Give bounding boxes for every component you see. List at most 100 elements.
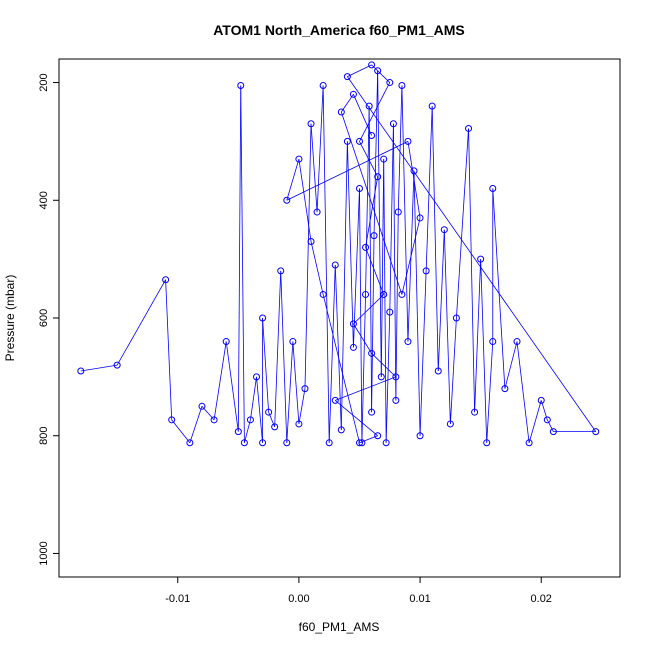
y-tick-label: 400	[38, 191, 50, 209]
series-line-segment	[335, 376, 396, 401]
data-point	[428, 102, 436, 110]
series-line-segment	[335, 400, 378, 437]
series-line-segment	[371, 353, 397, 378]
series-line-segment	[286, 341, 294, 443]
x-tick-label: -0.01	[165, 593, 190, 605]
series-line-segment	[274, 270, 282, 427]
series-line-segment	[393, 123, 397, 401]
series-line-segment	[395, 212, 399, 401]
series-line-segment	[361, 294, 366, 443]
series-line-segment	[377, 70, 382, 377]
data-point	[416, 432, 424, 440]
data-point	[253, 373, 261, 381]
data-point	[446, 420, 454, 428]
x-tick-label: 0.00	[288, 593, 309, 605]
series-line-segment	[373, 70, 379, 236]
data-point	[295, 155, 303, 163]
data-point	[259, 439, 267, 447]
data-point	[168, 416, 176, 424]
data-point	[234, 428, 242, 436]
series-line-segment	[347, 64, 372, 78]
series-line-segment	[346, 141, 354, 348]
series-line-segment	[504, 341, 518, 389]
data-point	[283, 439, 291, 447]
plot-frame	[58, 58, 621, 578]
data-point	[271, 423, 279, 431]
series-line-segment	[546, 419, 554, 432]
chart-title: ATOM1 North_America f60_PM1_AMS	[213, 22, 465, 38]
series-line-segment	[298, 159, 312, 242]
series-line-segment	[385, 312, 391, 443]
data-point	[368, 408, 376, 416]
data-point	[374, 173, 382, 181]
data-point	[186, 439, 194, 447]
series-line-segment	[353, 323, 372, 354]
series-line-segment	[240, 85, 245, 443]
series-line-segment	[397, 85, 403, 213]
x-axis-label: f60_PM1_AMS	[299, 620, 380, 634]
data-point	[77, 367, 85, 375]
x-tick-label: 0.01	[409, 593, 430, 605]
series-line-segment	[237, 85, 242, 432]
data-point	[319, 290, 327, 298]
data-point	[210, 416, 218, 424]
data-point	[398, 81, 406, 89]
data-point	[382, 439, 390, 447]
series-line-segment	[468, 128, 476, 413]
series-line-segment	[286, 141, 409, 201]
data-point	[277, 267, 285, 275]
data-point	[237, 81, 245, 89]
data-point	[398, 290, 406, 298]
series-line-segment	[340, 94, 354, 113]
series-line-segment	[316, 85, 324, 213]
data-point	[259, 314, 267, 322]
y-axis: 200 400 600 800 1000	[38, 73, 59, 566]
data-point	[349, 90, 357, 98]
data-point	[440, 226, 448, 234]
series-line-segment	[425, 106, 433, 271]
series-line-segment	[365, 247, 385, 295]
series-line-segment	[401, 217, 421, 295]
data-point	[483, 439, 491, 447]
series-line-segment	[449, 317, 457, 424]
data-point	[410, 167, 418, 175]
data-point	[307, 120, 315, 128]
series-line-segment	[256, 376, 263, 443]
data-point	[368, 132, 376, 140]
data-point	[389, 120, 397, 128]
data-point	[404, 137, 412, 145]
data-point	[349, 320, 357, 328]
data-point	[355, 185, 363, 192]
series-line-segment	[298, 388, 306, 425]
data-point	[331, 261, 339, 269]
series-line-segment	[292, 341, 300, 424]
data-point	[301, 385, 309, 393]
data-point	[416, 214, 424, 222]
series-line-segment	[443, 229, 451, 424]
data-point	[307, 237, 315, 245]
y-tick-label: 1000	[38, 541, 50, 565]
series-line-segment	[419, 270, 427, 436]
data-point	[525, 439, 533, 447]
data-point	[295, 420, 303, 428]
data-point	[337, 108, 345, 116]
data-point	[325, 439, 333, 447]
series-line-segment	[413, 170, 421, 436]
data-point	[265, 408, 273, 416]
series-line-segment	[516, 341, 530, 443]
data-point	[537, 396, 545, 404]
data-point	[365, 102, 373, 110]
data-point	[337, 426, 345, 434]
y-tick-label: 600	[38, 309, 50, 327]
series-line-segment	[340, 111, 403, 295]
data-point	[362, 290, 370, 298]
series-line-segment	[371, 235, 375, 413]
series-line-segment	[328, 265, 336, 443]
series-line-segment	[243, 419, 251, 443]
series-line-segment	[365, 176, 379, 248]
data-point	[355, 439, 363, 447]
series-line-segment	[474, 259, 482, 413]
series-line-segment	[371, 64, 391, 83]
series-line-segment	[322, 85, 330, 443]
